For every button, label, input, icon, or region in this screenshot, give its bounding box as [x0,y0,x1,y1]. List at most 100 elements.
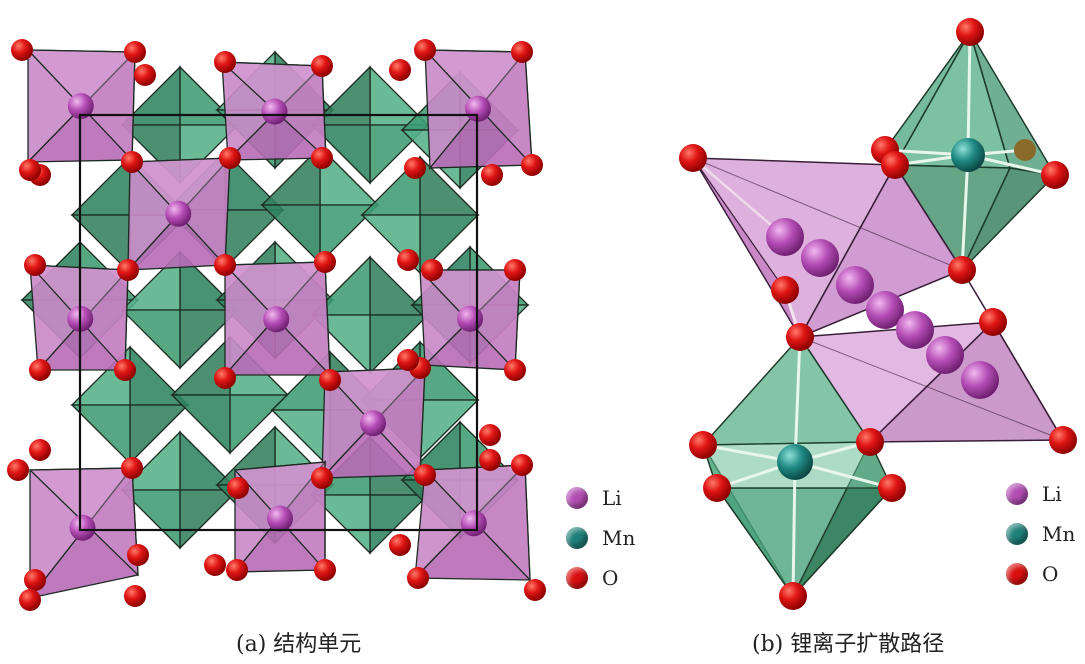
mn-octahedron-face [70,404,131,465]
oxygen-atom [397,249,419,271]
oxygen-atom [703,474,731,502]
mn-octahedron-face [179,489,240,550]
li-ion [69,514,96,541]
oxygen-atom [511,454,533,476]
oxygen-atom [956,18,984,46]
oxygen-atom [779,582,807,610]
minor-ion [1014,139,1036,161]
li-ion [801,239,839,277]
oxygen-atom [226,559,248,581]
oxygen-atom [404,157,426,179]
oxygen-atom [214,254,236,276]
oxygen-atom [311,147,333,169]
legend-item-o: O [566,558,635,598]
oxygen-atom [878,474,906,502]
legend-item-mn: Mn [1006,514,1075,554]
oxygen-atom [689,431,717,459]
oxygen-atom [204,554,226,576]
mn-octahedron-face [120,489,181,550]
li-ion [961,361,999,399]
legend-label: Li [602,486,622,510]
oxygen-atom [389,59,411,81]
li-ion-diffusion-chain [766,218,999,399]
oxygen-atom [7,459,29,481]
diffusion-path-panel [679,18,1077,610]
oxygen-atom [397,349,419,371]
oxygen-atom [29,359,51,381]
legend-item-mn: Mn [566,518,635,558]
oxygen-atom [504,359,526,381]
legend-item-o: O [1006,554,1075,594]
li-ion [866,291,904,329]
mn-octahedron-face [120,309,181,370]
oxygen-atom [127,544,149,566]
li-ion [836,266,874,304]
legend-label: O [602,566,619,590]
li-ion [263,306,290,333]
oxygen-atom [219,147,241,169]
oxygen-atom [421,259,443,281]
caption-structure-unit: (a) 结构单元 [236,632,362,657]
legend-item-li: Li [1006,474,1075,514]
li-ion [766,218,804,256]
oxygen-atom [114,359,136,381]
oxygen-atom [881,151,909,179]
legend-label: Li [1042,482,1062,506]
li-ion [67,93,94,119]
oxygen-atom [19,589,41,611]
oxygen-atom [24,254,46,276]
oxygen-atom [121,457,143,479]
legend-label: O [1042,562,1059,586]
legend-swatch [1006,563,1028,585]
legend-item-li: Li [566,478,635,518]
oxygen-atom [121,151,143,173]
legend-label: Mn [602,526,636,550]
mn-ion [777,444,813,480]
oxygen-atom [214,367,236,389]
oxygen-atom [117,259,139,281]
li-ion [165,200,192,227]
li-ion [267,505,293,532]
legend-swatch [1006,483,1028,505]
caption-diffusion-path: (b) 锂离子扩散路径 [752,632,945,657]
li-ion [360,410,386,437]
legend-swatch [566,487,588,509]
legend-swatch [566,527,588,549]
oxygen-atom [979,308,1007,336]
li-ion [460,510,487,537]
mn-octahedron-face [260,204,321,265]
oxygen-atom [679,144,707,172]
oxygen-atom [521,154,543,176]
oxygen-atom [407,567,429,589]
oxygen-atom [414,464,436,486]
oxygen-atom [1041,161,1069,189]
oxygen-atom [19,159,41,181]
oxygen-atom [311,467,333,489]
oxygen-atom [314,251,336,273]
mn-octahedron-face [310,494,371,555]
oxygen-atoms [7,39,546,611]
li-tetrahedra [26,49,533,600]
mn-octahedron-face [310,124,371,185]
oxygen-atom [856,428,884,456]
oxygen-atom [948,256,976,284]
oxygen-atoms [679,18,1077,610]
unit-cell-frame [78,113,479,532]
oxygen-atom [771,276,799,304]
legend-swatch [1006,523,1028,545]
upper-mn-octahedron [884,30,1057,272]
oxygen-atom [29,439,51,461]
legend-swatch [566,567,588,589]
legend-a: Li Mn O [566,478,635,598]
li-ion [261,98,288,125]
oxygen-atom [786,323,814,351]
li-ion [896,311,934,349]
oxygen-atom [134,64,156,86]
oxygen-atom [481,164,503,186]
oxygen-atom [227,477,249,499]
oxygen-atom [214,51,236,73]
oxygen-atom [389,534,411,556]
oxygen-atom [1049,426,1077,454]
oxygen-atom [314,559,336,581]
